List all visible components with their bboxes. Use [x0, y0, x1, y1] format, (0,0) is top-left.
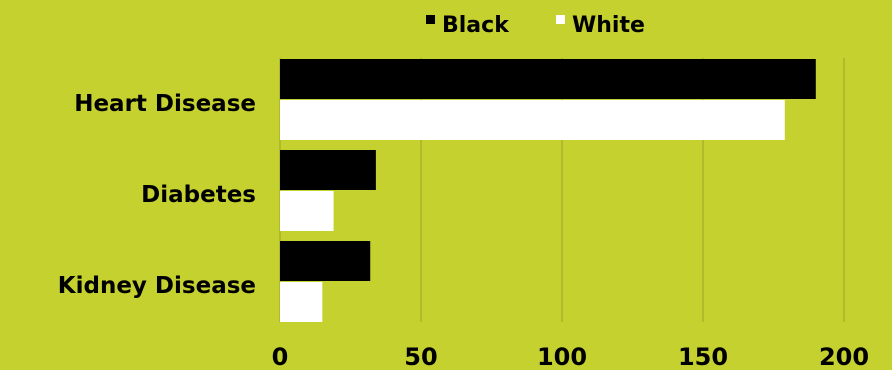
bar-black — [280, 241, 371, 281]
category-label: Heart Disease — [74, 91, 256, 117]
legend: Black White — [426, 13, 645, 38]
x-tick-label: 200 — [819, 343, 869, 370]
legend-swatch-white — [556, 15, 565, 24]
bar-white — [280, 282, 323, 322]
category-label: Diabetes — [141, 182, 256, 208]
x-tick-label: 150 — [678, 343, 728, 370]
bar-black — [280, 150, 376, 190]
x-tick-label: 50 — [404, 343, 437, 370]
bar-black — [280, 59, 816, 99]
legend-swatch-black — [426, 15, 435, 24]
bar-white — [280, 100, 785, 140]
bars — [280, 59, 816, 322]
legend-label-black: Black — [442, 13, 510, 38]
category-label: Kidney Disease — [58, 273, 256, 299]
category-labels: Heart Disease Diabetes Kidney Disease — [58, 91, 256, 299]
x-tick-label: 0 — [272, 343, 289, 370]
x-tick-labels: 0 50 100 150 200 — [272, 343, 869, 370]
bar-white — [280, 191, 334, 231]
legend-label-white: White — [572, 13, 645, 38]
x-tick-label: 100 — [537, 343, 587, 370]
